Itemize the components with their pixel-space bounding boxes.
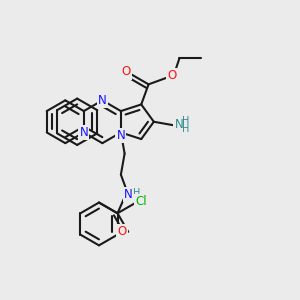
Text: O: O (167, 69, 176, 82)
Text: N: N (116, 129, 125, 142)
Text: N: N (98, 94, 107, 107)
Text: Cl: Cl (136, 195, 147, 208)
Text: H: H (133, 188, 140, 198)
Text: N: N (80, 126, 88, 139)
Text: O: O (122, 65, 131, 78)
Text: O: O (118, 225, 127, 238)
Text: H: H (182, 116, 190, 126)
Text: H: H (182, 124, 190, 134)
Text: N: N (124, 188, 133, 201)
Text: N: N (174, 118, 183, 131)
